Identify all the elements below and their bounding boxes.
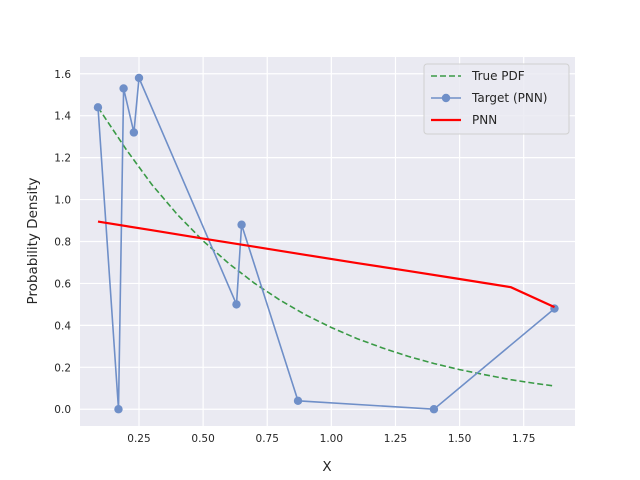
series-2 [93,73,559,414]
y-tick-label: 0.0 [54,404,71,416]
y-tick-label: 0.6 [54,278,71,290]
x-tick-label: 1.75 [512,433,535,445]
series-layer [93,73,559,414]
data-point [93,103,103,112]
x-tick-labels: 0.25 0.50 0.75 1.00 1.25 1.50 1.75 [127,433,535,445]
data-point [119,84,128,93]
x-tick-label: 0.75 [256,433,279,445]
legend-box [423,63,570,135]
x-tick-label: 1.50 [448,433,471,445]
series-line [97,106,555,387]
legend-item: PNN [431,113,497,127]
data-point [232,300,241,309]
legend-item: True PDF [431,69,525,83]
legend-label: Target (PNN) [471,91,548,105]
x-tick-label: 1.25 [384,433,407,445]
series-3 [97,220,555,309]
x-tick-label: 0.50 [191,433,214,445]
x-axis-label: X [322,459,331,475]
x-tick-label: 1.00 [320,433,343,445]
data-point [293,396,303,406]
x-tick-label: 0.25 [127,433,150,445]
y-axis-label: Probability Density [25,178,41,305]
data-point [134,73,144,83]
data-point [429,405,439,414]
data-point [237,220,246,229]
legend-marker [441,93,451,103]
y-tick-label: 1.4 [54,111,71,123]
series-line [97,220,555,309]
y-tick-label: 1.6 [54,69,71,81]
y-tick-label: 0.8 [54,237,71,249]
y-tick-label: 1.0 [54,195,71,207]
legend-item: Target (PNN) [431,91,548,105]
data-point [129,128,139,137]
data-point [114,405,123,414]
y-tick-label: 0.4 [54,320,71,332]
legend-label: PNN [472,113,497,127]
series-line [97,77,556,411]
legend-label: True PDF [471,69,525,83]
y-tick-labels: 0.0 0.2 0.4 0.6 0.8 1.0 1.2 1.4 1.6 [54,69,71,416]
y-tick-label: 1.2 [54,153,71,165]
y-tick-label: 0.2 [54,362,71,374]
series-1 [97,106,555,387]
legend: True PDF Target (PNN) PNN [423,63,570,135]
